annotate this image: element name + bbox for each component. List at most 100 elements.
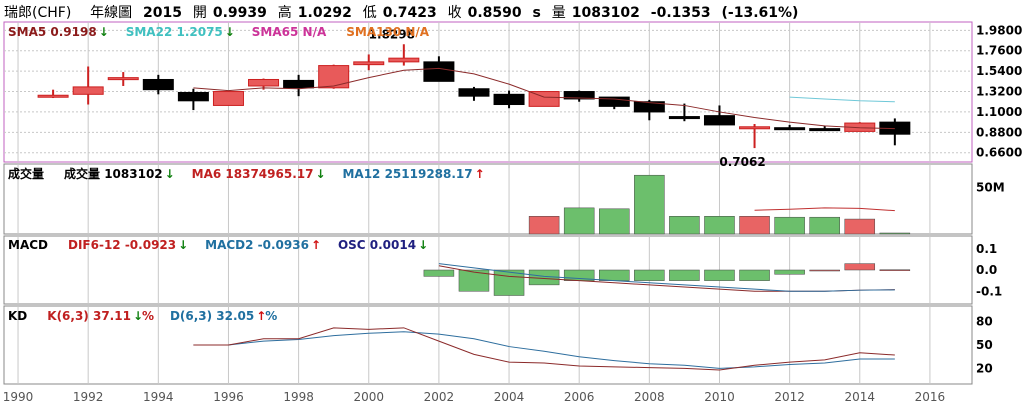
osc-bar	[879, 269, 911, 271]
legend-entry: MACD2 -0.0936	[205, 238, 309, 252]
legend-entry: KD	[8, 309, 27, 323]
legend-suffix: %	[265, 309, 277, 323]
volume-bar	[669, 216, 700, 235]
candle-body	[142, 78, 174, 91]
kd-tick-label: 20	[976, 361, 993, 375]
x-tick-label: 2004	[494, 390, 525, 404]
year-value: 2015	[143, 5, 182, 21]
extreme-value-label: 0.7062	[719, 155, 765, 169]
price-tick-label: 0.6600	[976, 146, 1022, 160]
extreme-value-label: 1.8298	[369, 27, 415, 41]
candle-body	[563, 91, 595, 100]
osc-bar	[458, 269, 490, 292]
osc-bar	[669, 269, 700, 281]
d-line	[193, 331, 895, 369]
volume-bar	[704, 216, 735, 235]
x-tick-label: 1990	[3, 390, 34, 404]
arrow-down-icon: ↓	[418, 238, 428, 252]
candle-body	[703, 115, 735, 126]
panel-frame	[3, 235, 973, 305]
candle-body	[739, 126, 771, 130]
price-tick-label: 0.8800	[976, 125, 1022, 139]
arrow-up-icon: ↑	[475, 167, 485, 181]
arrow-up-icon: ↑	[311, 238, 321, 252]
legend-entry: K(6,3) 37.11	[47, 309, 131, 323]
candle-body	[668, 116, 700, 120]
candle-body	[107, 77, 139, 81]
arrow-down-icon: ↓	[178, 238, 188, 252]
period-label: 年線圖	[90, 5, 133, 21]
x-tick-label: 2016	[915, 390, 946, 404]
open-label: 開	[192, 5, 207, 21]
osc-bar	[774, 269, 805, 275]
candle-body	[493, 93, 525, 106]
arrow-down-icon: ↓	[165, 167, 175, 181]
sma22-line	[789, 96, 895, 103]
legend-entry: DIF6-12 -0.0923	[68, 238, 176, 252]
candle-body	[774, 127, 806, 131]
arrow-down-icon: ↓	[133, 309, 143, 323]
volume-ma6-line	[754, 207, 895, 212]
low-label: 低	[362, 5, 377, 21]
sma5-line	[193, 67, 895, 130]
volume-bar	[599, 208, 630, 235]
volume-bar	[528, 216, 560, 235]
candle-body	[353, 61, 385, 66]
osc-bar	[739, 269, 770, 281]
candle-body	[809, 128, 841, 132]
legend-entry: SMA5 0.9198	[8, 25, 97, 39]
close-suffix: s	[532, 5, 541, 21]
legend-suffix: %	[142, 309, 154, 323]
quote-header: 瑞郎(CHF) 年線圖 2015 開 0.9939 高 1.0292 低 0.7423…	[4, 2, 804, 22]
arrow-down-icon: ↓	[99, 25, 109, 39]
macd-tick-label: 0.1	[976, 242, 997, 256]
arrow-up-icon: ↑	[256, 309, 266, 323]
volume-value: 1083102	[571, 5, 640, 21]
osc-bar	[844, 263, 876, 271]
volume-tick-label: 50M	[976, 180, 1005, 194]
legend-entry: MA12 25119288.17	[342, 167, 472, 181]
arrow-down-icon: ↓	[315, 167, 325, 181]
volume-bar	[634, 174, 665, 235]
volume-bar	[844, 218, 876, 235]
macd-tick-label: -0.1	[976, 284, 1002, 298]
x-tick-label: 2008	[634, 390, 665, 404]
macd-tick-label: 0.0	[976, 263, 997, 277]
legend-entry: SMA65 N/A	[252, 25, 327, 39]
volume-bar	[563, 207, 595, 235]
candle-body	[633, 101, 665, 113]
macd-line	[438, 263, 895, 292]
legend-entry: 成交量	[8, 166, 44, 181]
candle-body	[212, 91, 244, 106]
legend-entry: 成交量 1083102	[64, 166, 163, 181]
candle-body	[458, 88, 490, 97]
osc-bar	[809, 269, 840, 272]
high-value: 1.0292	[297, 5, 352, 21]
price-tick-label: 1.1000	[976, 105, 1022, 119]
high-label: 高	[277, 5, 292, 21]
x-tick-label: 2010	[704, 390, 735, 404]
legend-entry: SMA130 N/A	[346, 25, 430, 39]
osc-bar	[634, 269, 665, 281]
close-value: 0.8590	[467, 5, 522, 21]
change-value: -0.1353	[650, 5, 711, 21]
x-tick-label: 2006	[564, 390, 595, 404]
volume-bar	[774, 216, 805, 235]
x-tick-label: 1998	[283, 390, 314, 404]
legend-entry: SMA22 1.2075	[126, 25, 223, 39]
x-tick-label: 2012	[774, 390, 805, 404]
panel-frame	[3, 305, 973, 385]
x-tick-label: 1992	[73, 390, 104, 404]
symbol-name: 瑞郎(CHF)	[4, 5, 72, 21]
volume-bar	[809, 216, 840, 235]
close-label: 收	[447, 5, 462, 21]
open-value: 0.9939	[212, 5, 267, 21]
low-value: 0.7423	[382, 5, 437, 21]
x-tick-label: 2000	[353, 390, 384, 404]
x-tick-label: 1994	[143, 390, 174, 404]
x-tick-label: 2014	[844, 390, 875, 404]
candle-body	[177, 91, 209, 102]
volume-bar	[879, 232, 911, 235]
legend-entry: OSC 0.0014	[338, 238, 416, 252]
